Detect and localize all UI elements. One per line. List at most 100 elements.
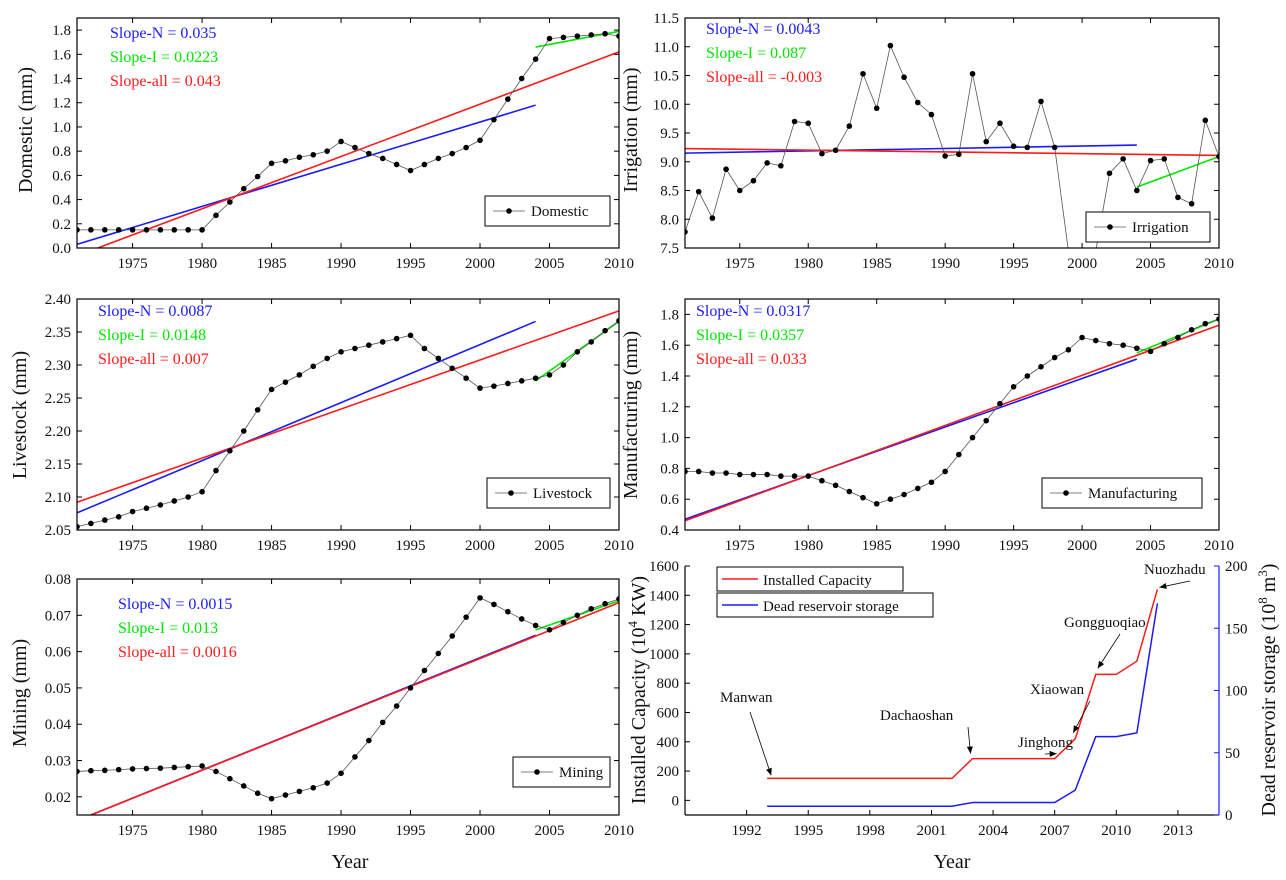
y2-axis-label-unit-power: 3 [1255,570,1270,577]
panel-livestock: 1975 1980 1985 1990 1995 2000 2005 2010 2.05 2.10… [9,292,634,554]
legend-label: Domestic [531,204,589,220]
legend-label: Livestock [533,486,593,502]
legend-marker [508,490,514,496]
data-point [997,120,1003,127]
data-point [901,491,907,498]
y2-tick-label: 0 [1225,808,1233,824]
data-point [505,96,511,102]
data-point [1038,98,1044,105]
y2-tick-label: 50 [1225,746,1240,762]
data-point [956,151,962,158]
y-tick-label: 8.5 [660,184,679,200]
data-point [546,372,553,378]
x-tick-label: 1975 [725,538,755,554]
legend-label-capacity: Installed Capacity [763,573,872,589]
y-axis-label-main: Installed Capacity (10 [628,627,650,804]
data-point [421,345,428,352]
y-tick-label: 1400 [649,588,679,604]
data-point [254,173,261,180]
y-tick-label: 2.05 [45,523,71,539]
legend: Livestock [486,477,611,509]
y-tick-label: 1.2 [52,96,71,112]
data-point [736,471,743,478]
slope-annotation: Slope-N = 0.0015 [118,596,232,613]
trend-line-all [97,51,619,248]
y-tick-label: 2.35 [45,325,71,341]
y-axis-label-power: 4 [625,620,640,627]
data-point [310,151,317,158]
data-point [310,784,317,791]
slope-annotation: Slope-I = 0.0357 [696,327,804,344]
data-point [695,468,702,475]
y-tick-label: 1.4 [660,369,679,385]
x-tick-label: 2005 [1136,538,1166,554]
data-point [819,477,825,484]
data-point [227,775,233,782]
data-point [324,355,330,362]
data-point [832,147,839,154]
data-point [366,150,372,157]
y2-tick-label: 100 [1225,684,1248,700]
data-point [1079,248,1085,254]
y2-axis-label-main: Dead reservoir storage (10 [1258,604,1280,817]
data-point [324,148,330,154]
data-point [750,471,757,478]
dam-label: Jinghong [1018,735,1074,751]
data-point [77,227,80,233]
y-tick-label: 7.5 [660,241,679,257]
data-point [1202,117,1209,124]
y-tick-label: 0.4 [660,523,679,539]
data-point [421,161,428,168]
data-point [379,155,386,162]
data-point [171,227,178,233]
y2-axis-label: Dead reservoir storage (108 m3) [1255,564,1280,817]
data-point [254,407,261,413]
y-tick-label: 10.5 [653,69,679,85]
data-point [199,227,205,233]
data-point [695,188,702,195]
dam-arrow-head [766,767,772,776]
data-point [914,99,921,106]
data-point [574,612,581,619]
x-tick-label: 1995 [793,823,823,839]
data-point [1051,144,1058,151]
legend: Installed Capacity Dead reservoir storage [716,566,934,618]
data-line [77,597,619,800]
x-tick-label: 2010 [604,256,634,272]
data-point [574,33,581,39]
data-point [268,386,275,393]
data-point [213,212,219,219]
dam-arrow-line [749,711,772,776]
data-point [887,42,894,49]
x-tick-label: 2010 [1204,538,1234,554]
data-point [685,229,688,235]
data-point [1216,153,1219,160]
dam-label: Dachaoshan [880,708,954,724]
data-point [435,650,442,657]
x-tick-label: 2000 [1067,538,1097,554]
trend-line-all [685,324,1219,522]
legend-label-storage: Dead reservoir storage [763,599,899,615]
data-point [928,479,935,486]
dam-arrow-head [1049,750,1057,757]
data-point [574,349,581,355]
data-point [449,365,456,372]
data-point [873,105,880,112]
data-point [1093,248,1099,254]
y-tick-label: 0.05 [45,681,71,697]
y-tick-label: 1.4 [52,72,71,88]
data-point [143,227,150,233]
slope-annotation: Slope-I = 0.013 [118,620,218,637]
data-point [477,385,483,391]
y-tick-label: 1.6 [52,47,71,63]
legend-label: Mining [559,765,604,781]
slope-annotation: Slope-all = 0.043 [110,73,221,90]
data-point [282,792,289,798]
series-line-storage [767,603,1159,808]
data-point [338,770,344,777]
y-axis-label: Mining (mm) [9,639,31,747]
plot-area [685,42,1219,254]
data-point [1038,363,1044,370]
y-tick-label: 0.02 [45,790,71,806]
